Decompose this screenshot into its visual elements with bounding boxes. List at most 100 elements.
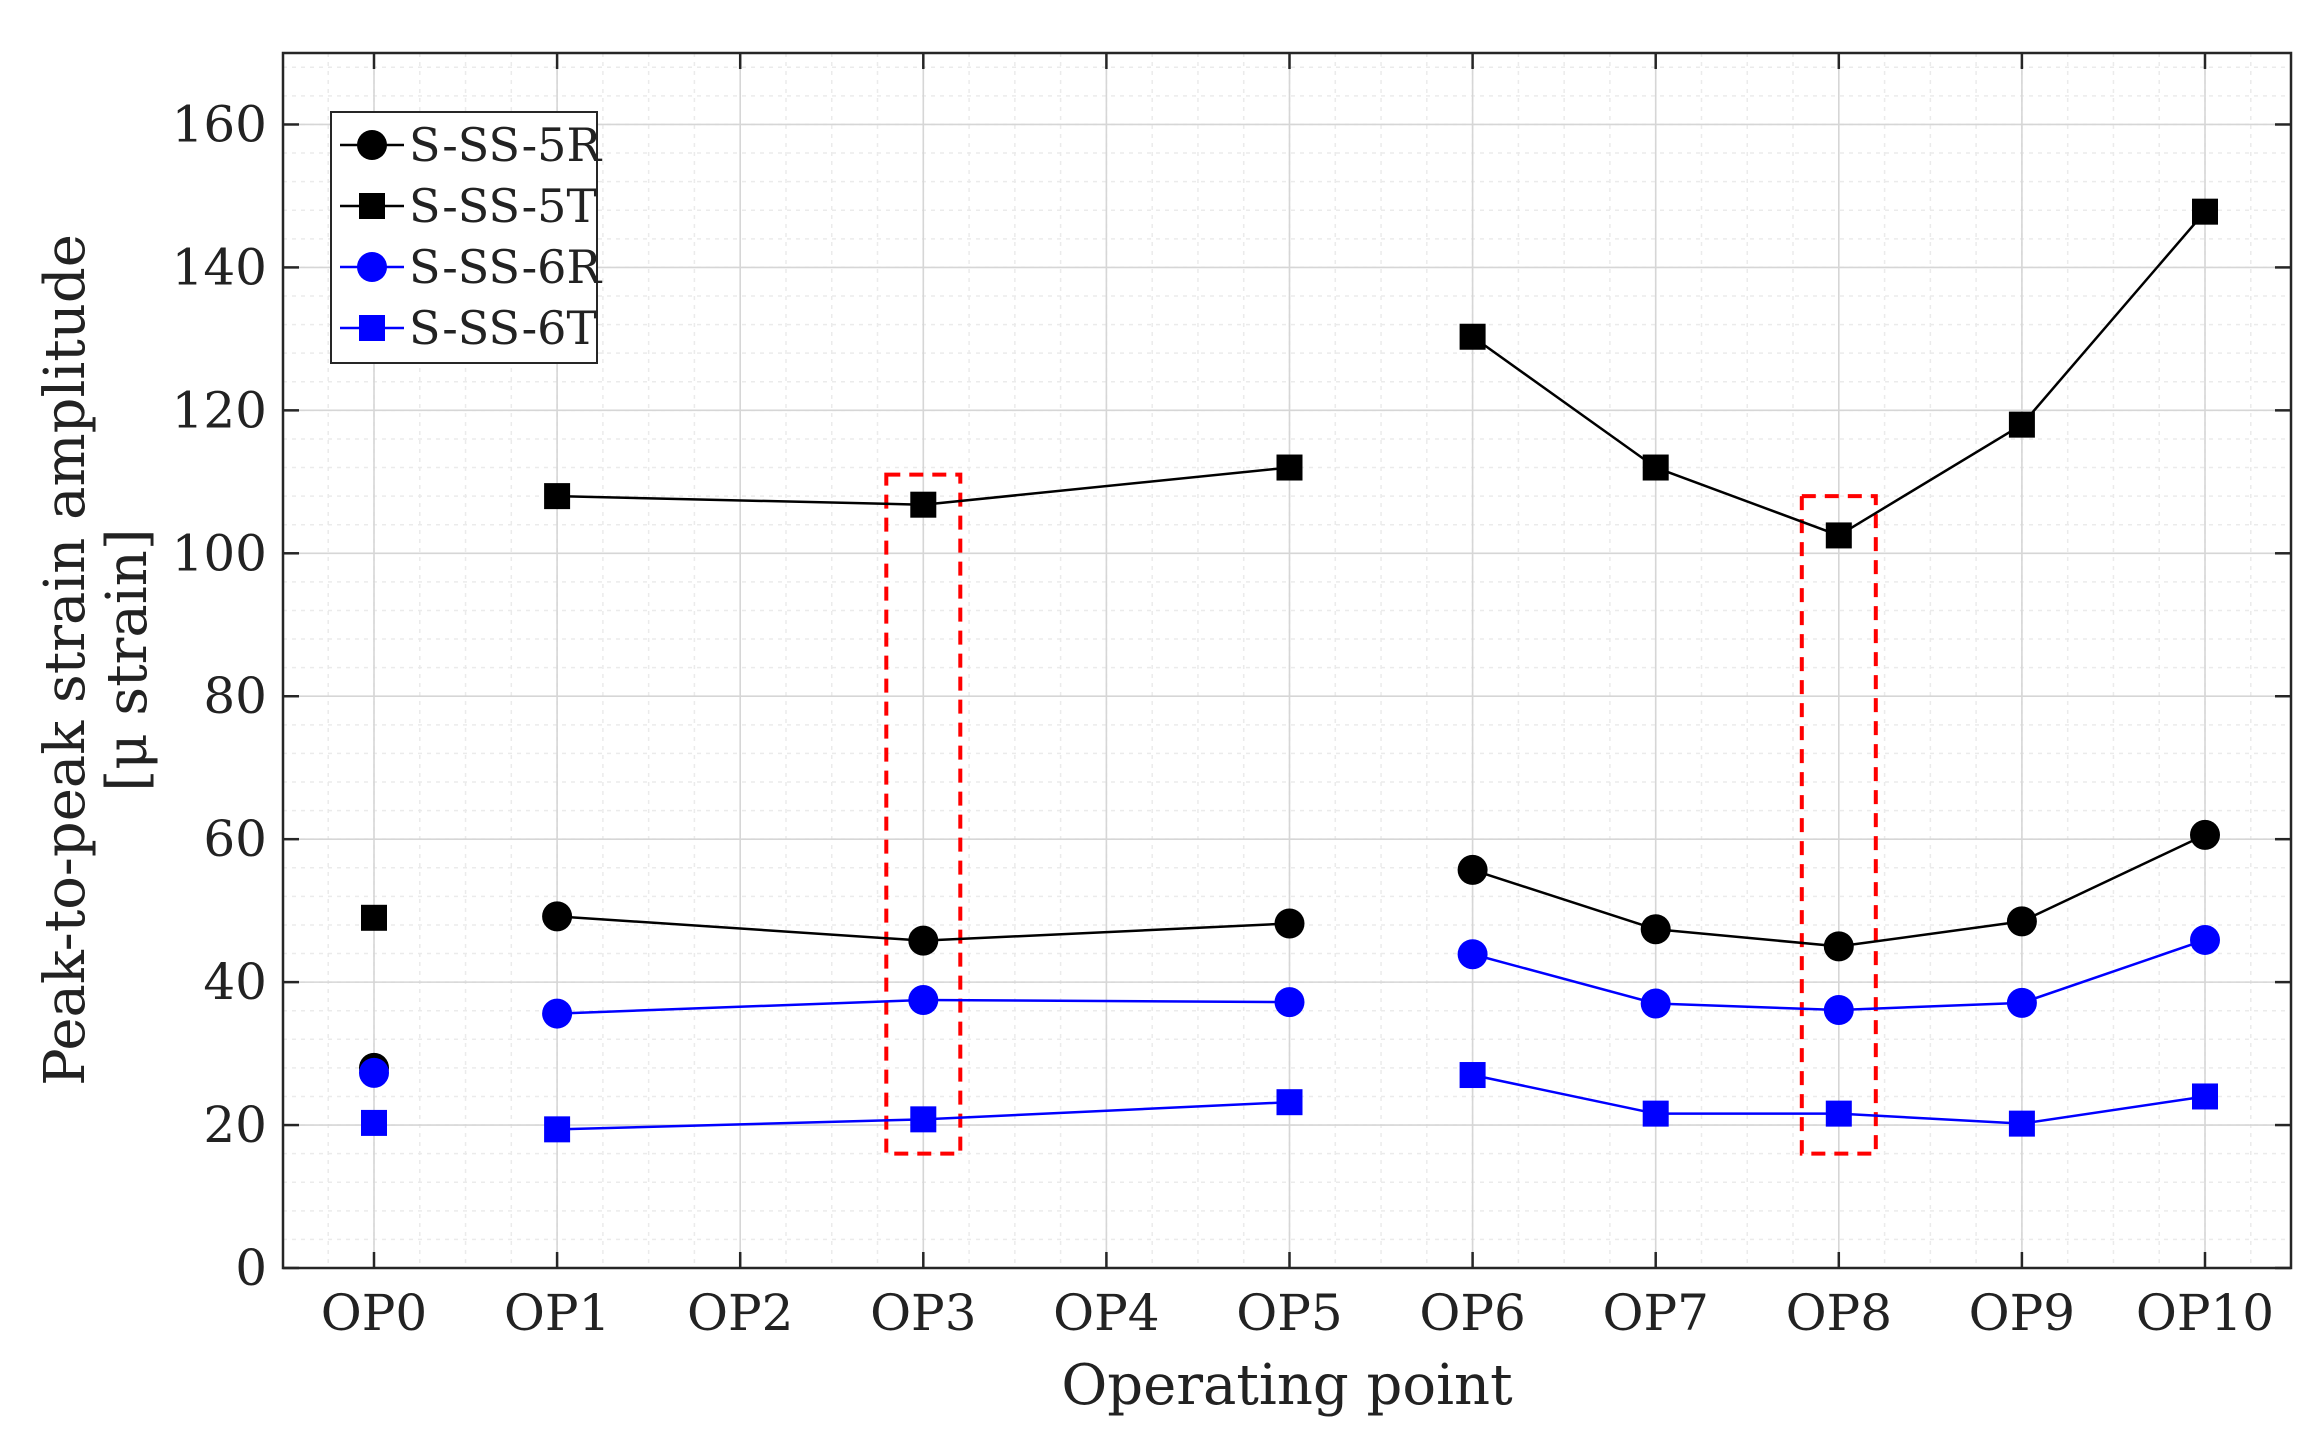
- point-s-ss-6t-op3: [910, 1106, 937, 1133]
- point-s-ss-5r-op7: [1640, 914, 1671, 945]
- x-tick-label-op5: OP5: [1236, 1284, 1342, 1342]
- line-s-ss-5t: [1838, 423, 2023, 537]
- line-s-ss-6r: [923, 998, 1290, 1004]
- point-s-ss-6r-op8: [1823, 994, 1854, 1025]
- legend-marker-s-ss-6r: [357, 252, 387, 282]
- line-s-ss-5r: [1838, 920, 2023, 948]
- line-s-ss-6r: [1655, 1002, 1839, 1012]
- point-s-ss-6r-op3: [908, 984, 939, 1015]
- y-tick-labels: 0 20 40 60 80 100 120 140 160: [172, 95, 267, 1297]
- point-s-ss-5r-op9: [2006, 906, 2037, 937]
- line-s-ss-5t: [557, 494, 924, 506]
- x-axis-title: Operating point: [1061, 1353, 1513, 1418]
- y-tick-label: 40: [203, 953, 267, 1011]
- line-s-ss-6r: [557, 998, 924, 1015]
- y-tick-label: 20: [203, 1096, 267, 1154]
- line-s-ss-6r: [2021, 938, 2206, 1005]
- y-axis-title-line-1: Peak-to-peak strain amplitude: [33, 234, 98, 1086]
- line-s-ss-6t: [2021, 1095, 2206, 1125]
- legend-label-s-ss-6t: S-SS-6T: [409, 301, 597, 355]
- point-s-ss-5t-op9: [2008, 411, 2035, 438]
- point-s-ss-5r-op8: [1823, 931, 1854, 962]
- legend-marker-s-ss-5r: [357, 130, 387, 160]
- x-tick-label-op8: OP8: [1786, 1284, 1892, 1342]
- point-s-ss-5t-op8: [1825, 522, 1852, 549]
- legend-marker-s-ss-5t: [359, 193, 385, 219]
- x-tick-labels: OP0 OP1 OP2 OP3 OP4 OP5 OP6 OP7 OP8 OP9 OP10: [321, 1284, 2274, 1342]
- line-s-ss-6t: [557, 1118, 924, 1131]
- y-tick-label: 120: [172, 381, 267, 439]
- point-s-ss-6r-op6: [1457, 939, 1488, 970]
- point-s-ss-6r-op10: [2190, 924, 2220, 955]
- line-s-ss-5r: [1655, 927, 1839, 948]
- y-tick-label: 160: [172, 95, 267, 153]
- point-s-ss-5r-op6: [1457, 854, 1488, 885]
- y-tick-label: 60: [203, 810, 267, 868]
- series-lines: [557, 210, 2206, 1131]
- highlight-box-op3: [884, 472, 963, 1156]
- line-s-ss-5t: [2020, 210, 2206, 426]
- point-s-ss-5r-op5: [1274, 908, 1305, 939]
- x-tick-label-op0: OP0: [321, 1284, 427, 1342]
- point-s-ss-6r-op9: [2006, 987, 2037, 1018]
- line-s-ss-5r: [1472, 868, 1657, 931]
- point-s-ss-5r-op1: [542, 901, 573, 932]
- point-s-ss-5t-op5: [1276, 454, 1303, 481]
- point-s-ss-6t-op6: [1459, 1062, 1486, 1089]
- y-tick-label: 80: [203, 667, 267, 725]
- plot-area: [283, 53, 2291, 1268]
- highlight-box-op8: [1799, 494, 1878, 1156]
- line-s-ss-5t: [923, 466, 1290, 506]
- line-s-ss-6t: [923, 1100, 1290, 1121]
- point-s-ss-6t-op8: [1825, 1100, 1852, 1127]
- point-s-ss-6r-op5: [1274, 987, 1305, 1018]
- y-axis-title-line-2: [μ strain]: [95, 528, 160, 791]
- point-s-ss-5t-op10: [2192, 198, 2218, 225]
- x-tick-label-op10: OP10: [2136, 1284, 2274, 1342]
- point-s-ss-6t-op9: [2008, 1110, 2035, 1137]
- point-s-ss-5t-op7: [1642, 454, 1669, 481]
- highlight-boxes: [884, 472, 1878, 1156]
- y-axis-title: Peak-to-peak strain amplitude [μ strain]: [33, 234, 160, 1086]
- point-s-ss-5r-op10: [2190, 819, 2220, 850]
- legend-label-s-ss-5t: S-SS-5T: [409, 179, 597, 233]
- point-s-ss-6r-op0: [359, 1057, 389, 1088]
- series-markers: [359, 198, 2220, 1143]
- line-s-ss-5r: [557, 915, 924, 942]
- point-s-ss-5r-op3: [908, 925, 939, 956]
- x-tick-label-op6: OP6: [1419, 1284, 1525, 1342]
- x-tick-label-op3: OP3: [870, 1284, 976, 1342]
- point-s-ss-6t-op10: [2192, 1083, 2218, 1110]
- line-s-ss-6t: [1472, 1073, 1656, 1115]
- point-s-ss-6r-op1: [542, 998, 573, 1029]
- x-tick-label-op1: OP1: [504, 1284, 610, 1342]
- line-s-ss-6r: [1838, 1001, 2022, 1012]
- x-tick-label-op2: OP2: [687, 1284, 793, 1342]
- y-tick-label: 100: [172, 524, 267, 582]
- point-s-ss-5t-op1: [544, 483, 571, 510]
- x-tick-label-op9: OP9: [1969, 1284, 2075, 1342]
- x-tick-label-op4: OP4: [1053, 1284, 1159, 1342]
- y-tick-label: 0: [235, 1239, 267, 1297]
- legend-marker-s-ss-6t: [359, 315, 385, 341]
- legend-label-s-ss-6r: S-SS-6R: [409, 240, 602, 294]
- line-s-ss-5t: [1655, 466, 1840, 537]
- point-s-ss-6r-op7: [1640, 988, 1671, 1019]
- point-s-ss-6t-op1: [544, 1116, 571, 1143]
- legend: S-SS-5R S-SS-5T S-SS-6R S-SS-6T: [330, 111, 602, 364]
- point-s-ss-5t-op0: [361, 904, 387, 931]
- axis-ticks: [283, 53, 2291, 1270]
- point-s-ss-6t-op5: [1276, 1089, 1303, 1116]
- legend-label-s-ss-5r: S-SS-5R: [409, 118, 602, 172]
- plot-frame: [281, 51, 2293, 1270]
- line-s-ss-5t: [1471, 335, 1657, 469]
- x-tick-label-op7: OP7: [1602, 1284, 1708, 1342]
- line-s-ss-6t: [1838, 1112, 2022, 1125]
- y-tick-label: 140: [172, 238, 267, 296]
- point-s-ss-6t-op7: [1642, 1100, 1669, 1127]
- point-s-ss-5t-op3: [910, 491, 937, 518]
- line-s-ss-6r: [1472, 953, 1657, 1005]
- line-s-ss-5r: [2021, 833, 2206, 923]
